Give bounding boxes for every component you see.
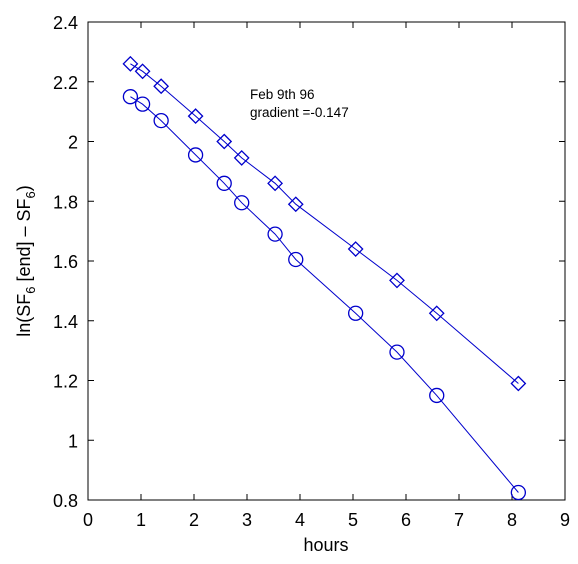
circle-point bbox=[134, 96, 151, 112]
circle-point bbox=[389, 344, 405, 360]
x-tick-label: 0 bbox=[83, 510, 93, 530]
diamond-point bbox=[347, 241, 364, 257]
diamond-point bbox=[153, 78, 170, 95]
diamond-point bbox=[267, 175, 284, 192]
x-tick-label: 9 bbox=[560, 510, 570, 530]
y-tick-label: 2 bbox=[68, 133, 78, 153]
y-tick-label: 1.8 bbox=[53, 192, 78, 212]
y-tick-label: 1.6 bbox=[53, 252, 78, 272]
circle-point bbox=[122, 89, 139, 105]
diamond-point bbox=[389, 272, 405, 289]
diamond-point bbox=[510, 375, 527, 392]
diamond-point bbox=[287, 196, 304, 213]
circle-point bbox=[234, 195, 250, 211]
annotation-gradient: gradient =-0.147 bbox=[250, 105, 349, 120]
x-axis-label: hours bbox=[303, 535, 348, 555]
x-tick-label: 1 bbox=[136, 510, 146, 530]
x-tick-label: 6 bbox=[401, 510, 411, 530]
annotation-date: Feb 9th 96 bbox=[250, 87, 315, 102]
x-tick-label: 5 bbox=[348, 510, 358, 530]
x-tick-label: 8 bbox=[507, 510, 517, 530]
y-axis-label: ln(SF6 [end] – SF6) bbox=[14, 185, 38, 337]
circle-point bbox=[510, 484, 527, 501]
diamond-point bbox=[428, 305, 445, 322]
x-tick-label: 7 bbox=[454, 510, 464, 530]
y-tick-label: 2.4 bbox=[53, 13, 78, 33]
series-2-line bbox=[130, 96, 519, 493]
x-tick-label: 2 bbox=[189, 510, 199, 530]
plot-frame bbox=[87, 21, 566, 501]
diamond-point bbox=[134, 63, 151, 80]
x-tick-label: 3 bbox=[242, 510, 252, 530]
y-tick-label: 0.8 bbox=[53, 491, 78, 511]
diamond-point bbox=[233, 150, 250, 166]
axis-ticks: 0 1 2 3 4 5 6 7 8 9 0.8 1 1.2 1.4 1.6 1.8 2 2.2 2.4 bbox=[53, 13, 570, 530]
diamond-point bbox=[216, 133, 233, 150]
series-1-line bbox=[130, 63, 519, 384]
y-tick-label: 1 bbox=[68, 431, 78, 451]
x-tick-label: 4 bbox=[295, 510, 305, 530]
circle-point bbox=[153, 112, 169, 129]
diamond-point bbox=[122, 55, 139, 72]
circle-point bbox=[187, 147, 204, 163]
diamond-point bbox=[187, 108, 204, 125]
y-tick-label: 2.2 bbox=[53, 73, 78, 93]
circle-point bbox=[216, 175, 232, 191]
circle-point bbox=[347, 305, 364, 321]
data-series bbox=[122, 55, 527, 501]
circle-point bbox=[267, 226, 283, 242]
circle-point bbox=[429, 387, 445, 404]
circle-point bbox=[288, 251, 304, 268]
y-tick-label: 1.4 bbox=[53, 312, 78, 332]
y-tick-label: 1.2 bbox=[53, 372, 78, 392]
